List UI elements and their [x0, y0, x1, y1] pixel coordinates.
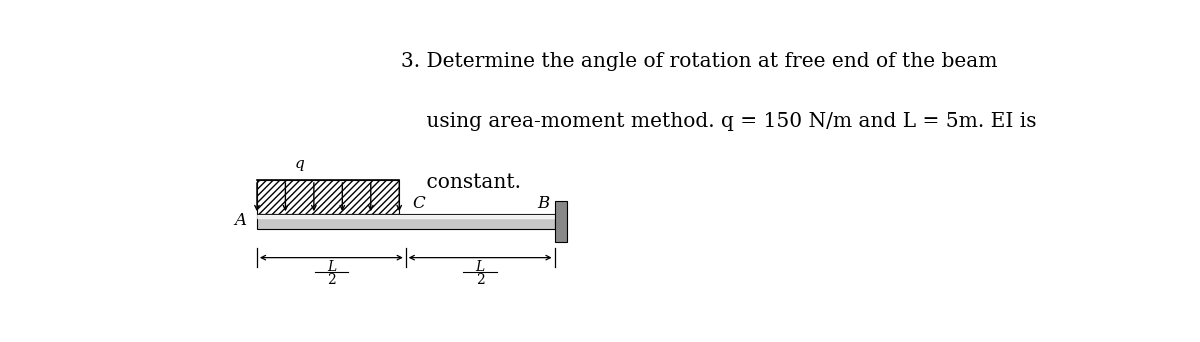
Text: q: q: [295, 157, 305, 171]
Text: B: B: [538, 195, 550, 212]
Text: L: L: [326, 260, 336, 274]
Text: C: C: [413, 195, 425, 212]
Text: 3. Determine the angle of rotation at free end of the beam: 3. Determine the angle of rotation at fr…: [401, 52, 997, 70]
Text: A: A: [234, 212, 246, 228]
Bar: [554, 201, 566, 242]
Text: 2: 2: [326, 274, 336, 287]
Text: 2: 2: [475, 274, 485, 287]
Text: using area-moment method. q = 150 N/m and L = 5m. EI is: using area-moment method. q = 150 N/m an…: [401, 112, 1037, 131]
Bar: [257, 180, 400, 214]
Text: constant.: constant.: [401, 173, 521, 192]
Bar: [257, 214, 554, 229]
Text: L: L: [475, 260, 485, 274]
